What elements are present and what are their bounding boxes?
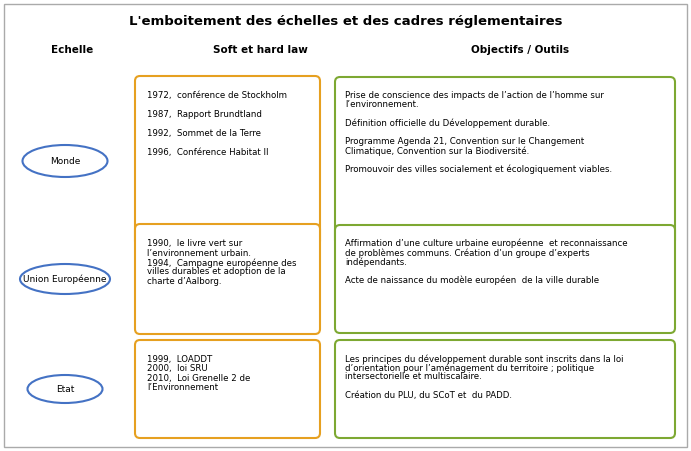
Text: de problèmes communs. Création d’un groupe d’experts: de problèmes communs. Création d’un grou…	[345, 248, 589, 258]
Text: Echelle: Echelle	[51, 45, 93, 55]
Text: 2000,  loi SRU: 2000, loi SRU	[147, 364, 208, 373]
Text: intersectorielle et multiscalaire.: intersectorielle et multiscalaire.	[345, 373, 482, 382]
Text: Promouvoir des villes socialement et écologiquement viables.: Promouvoir des villes socialement et éco…	[345, 165, 612, 174]
Text: 1992,  Sommet de la Terre: 1992, Sommet de la Terre	[147, 129, 261, 138]
FancyBboxPatch shape	[135, 76, 320, 246]
Text: Soft et hard law: Soft et hard law	[213, 45, 307, 55]
Text: Monde: Monde	[50, 156, 80, 166]
Ellipse shape	[20, 264, 110, 294]
Text: indépendants.: indépendants.	[345, 258, 407, 267]
Text: Etat: Etat	[56, 385, 74, 394]
Text: 1987,  Rapport Brundtland: 1987, Rapport Brundtland	[147, 110, 262, 119]
Text: 1972,  conférence de Stockholm: 1972, conférence de Stockholm	[147, 91, 287, 100]
Text: Acte de naissance du modèle européen  de la ville durable: Acte de naissance du modèle européen de …	[345, 276, 599, 285]
Ellipse shape	[23, 145, 108, 177]
Text: l’environnement.: l’environnement.	[345, 100, 419, 109]
FancyBboxPatch shape	[135, 340, 320, 438]
Text: Prise de conscience des impacts de l’action de l’homme sur: Prise de conscience des impacts de l’act…	[345, 91, 604, 100]
Text: Définition officielle du Développement durable.: Définition officielle du Développement d…	[345, 119, 550, 128]
FancyBboxPatch shape	[335, 340, 675, 438]
Text: Climatique, Convention sur la Biodiversité.: Climatique, Convention sur la Biodiversi…	[345, 146, 529, 156]
Text: d’orientation pour l’aménagement du territoire ; politique: d’orientation pour l’aménagement du terr…	[345, 363, 594, 373]
Text: l’environnement urbain.: l’environnement urbain.	[147, 249, 251, 258]
Text: L'emboitement des échelles et des cadres réglementaires: L'emboitement des échelles et des cadres…	[129, 15, 562, 28]
Text: 1994,  Campagne européenne des: 1994, Campagne européenne des	[147, 258, 296, 267]
Text: Union Européenne: Union Européenne	[23, 274, 106, 284]
FancyBboxPatch shape	[335, 77, 675, 245]
FancyBboxPatch shape	[4, 4, 687, 447]
Ellipse shape	[28, 375, 102, 403]
Text: villes durables et adoption de la: villes durables et adoption de la	[147, 267, 285, 276]
Text: 1999,  LOADDT: 1999, LOADDT	[147, 355, 212, 364]
FancyBboxPatch shape	[335, 225, 675, 333]
Text: 1996,  Conférence Habitat II: 1996, Conférence Habitat II	[147, 148, 269, 157]
Text: Objectifs / Outils: Objectifs / Outils	[471, 45, 569, 55]
Text: 1990,  le livre vert sur: 1990, le livre vert sur	[147, 239, 243, 248]
Text: 2010,  Loi Grenelle 2 de: 2010, Loi Grenelle 2 de	[147, 374, 250, 383]
Text: Programme Agenda 21, Convention sur le Changement: Programme Agenda 21, Convention sur le C…	[345, 137, 585, 146]
Text: Création du PLU, du SCoT et  du PADD.: Création du PLU, du SCoT et du PADD.	[345, 391, 512, 400]
FancyBboxPatch shape	[135, 224, 320, 334]
Text: l’Environnement: l’Environnement	[147, 383, 218, 392]
Text: charte d’Aalborg.: charte d’Aalborg.	[147, 277, 222, 286]
Text: Affirmation d’une culture urbaine européenne  et reconnaissance: Affirmation d’une culture urbaine europé…	[345, 239, 627, 249]
Text: Les principes du développement durable sont inscrits dans la loi: Les principes du développement durable s…	[345, 354, 623, 364]
